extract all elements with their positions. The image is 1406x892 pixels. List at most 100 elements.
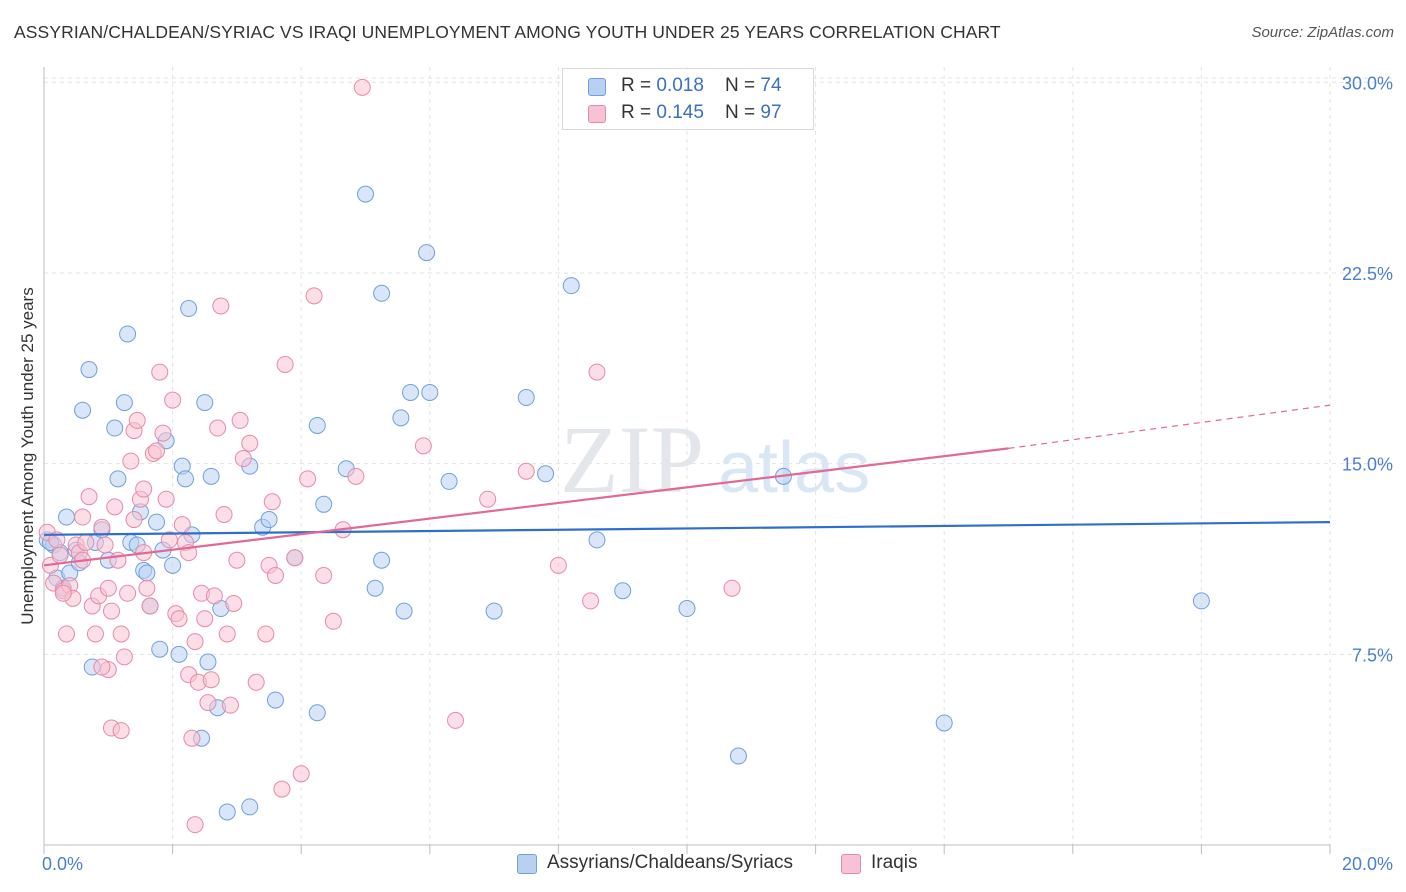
y-tick-label-3: 30.0%: [1342, 73, 1393, 93]
iraqis-point-54: [212, 297, 230, 315]
stats-text-assyrians: R = 0.018 N = 74: [621, 75, 782, 96]
assyrians-point-49: [308, 416, 326, 434]
x-tick-label-1: 20.0%: [1342, 854, 1393, 874]
y-tick-label-1: 15.0%: [1342, 455, 1393, 475]
assyrians-point-15: [106, 419, 124, 437]
assyrians-point-67: [614, 582, 632, 600]
axes: [43, 67, 1331, 854]
assyrians-point-30: [170, 645, 188, 663]
iraqis-point-63: [257, 625, 275, 643]
iraqis-point-90: [93, 658, 111, 676]
assyrians-point-60: [421, 383, 439, 401]
assyrians-point-9: [74, 401, 92, 419]
assyrians-point-17: [115, 394, 133, 412]
assyrians-point-38: [202, 467, 220, 485]
assyrians-point-71: [935, 714, 953, 732]
iraqis-point-91: [112, 722, 130, 740]
assyrians-point-18: [119, 325, 137, 343]
iraqis-point-35: [151, 363, 169, 381]
watermark-zip: ZIP: [560, 406, 704, 513]
bottom-legend: Assyrians/Chaldeans/Syriacs Iraqis: [0, 852, 1406, 878]
iraqis-point-73: [315, 566, 333, 584]
iraqis-point-49: [196, 610, 214, 628]
iraqis-point-52: [205, 587, 223, 605]
iraqis-point-56: [218, 625, 236, 643]
iraqis-point-66: [266, 566, 284, 584]
iraqis-point-70: [292, 765, 310, 783]
iraqis-point-20: [103, 602, 121, 620]
assyrians-point-68: [678, 600, 696, 618]
iraqis-point-21: [106, 498, 124, 516]
tick-labels: 7.5% 15.0% 22.5% 30.0% 0.0% 20.0%: [42, 73, 1393, 874]
iraqis-point-61: [241, 434, 259, 452]
data-points: [38, 78, 1210, 834]
iraqis-point-13: [80, 488, 98, 506]
iraqis-point-62: [247, 673, 265, 691]
iraqis-point-6: [58, 625, 76, 643]
iraqis-point-77: [353, 78, 371, 96]
assyrians-point-37: [199, 653, 217, 671]
y-tick-label-0: 7.5%: [1352, 645, 1393, 665]
stats-text-iraqis: R = 0.145 N = 97: [621, 102, 782, 123]
assyrians-point-48: [308, 704, 326, 722]
iraqis-trend-line: [43, 447, 1009, 567]
iraqis-point-17: [93, 518, 111, 536]
iraqis-point-82: [549, 556, 567, 574]
assyrians-point-66: [588, 531, 606, 549]
assyrians-point-26: [151, 640, 169, 658]
iraqis-point-4: [51, 546, 69, 564]
iraqis-point-96: [228, 551, 246, 569]
assyrians-point-10: [80, 361, 98, 379]
iraqis-point-34: [148, 442, 166, 460]
iraqis-point-12: [77, 533, 95, 551]
assyrians-point-29: [164, 556, 182, 574]
assyrians-point-69: [729, 747, 747, 765]
iraqis-point-94: [54, 584, 72, 602]
assyrians-point-65: [562, 277, 580, 295]
assyrians-point-42: [241, 798, 259, 816]
iraqis-trend-line-dashed: [1008, 404, 1331, 449]
iraqis-point-80: [479, 490, 497, 508]
iraqis-point-67: [273, 780, 291, 798]
assyrians-point-58: [402, 383, 420, 401]
iraqis-point-18: [96, 536, 114, 554]
iraqis-point-28: [128, 411, 146, 429]
assyrians-point-52: [357, 185, 374, 203]
assyrians-point-64: [537, 465, 555, 483]
assyrians-point-45: [260, 511, 278, 529]
iraqis-point-57: [221, 696, 239, 714]
assyrians-point-54: [373, 284, 391, 302]
iraqis-point-93: [125, 511, 143, 529]
iraqis-point-19: [99, 579, 117, 597]
y-tick-label-2: 22.5%: [1342, 264, 1393, 284]
iraqis-point-69: [286, 549, 304, 567]
iraqis-point-32: [141, 597, 159, 615]
assyrians-point-41: [218, 803, 236, 821]
iraqis-point-74: [324, 612, 342, 630]
stats-legend: R = 0.018 N = 74 R = 0.145 N = 97: [562, 68, 814, 130]
assyrians-point-53: [366, 579, 384, 597]
iraqis-point-79: [447, 711, 465, 729]
iraqis-point-25: [119, 584, 137, 602]
iraqis-point-26: [122, 452, 140, 470]
iraqis-point-88: [135, 480, 153, 498]
iraqis-point-23: [112, 625, 130, 643]
iraqis-point-36: [154, 424, 172, 442]
assyrians-trend-line: [43, 521, 1331, 536]
assyrians-point-56: [392, 409, 410, 427]
iraqis-point-45: [183, 729, 201, 747]
assyrians-point-61: [440, 472, 458, 490]
iraqis-point-85: [723, 579, 741, 597]
iraqis-point-68: [276, 355, 294, 373]
assyrians-point-32: [176, 470, 194, 488]
iraqis-point-39: [164, 391, 182, 409]
iraqis-point-81: [517, 462, 535, 480]
x-tick-label-0: 0.0%: [42, 854, 83, 874]
assyrians-point-72: [1192, 592, 1210, 610]
assyrians-point-23: [138, 564, 156, 582]
assyrians-point-62: [485, 602, 503, 620]
assyrians-point-46: [266, 691, 284, 709]
assyrians-point-16: [109, 470, 127, 488]
assyrians-point-33: [180, 300, 198, 318]
